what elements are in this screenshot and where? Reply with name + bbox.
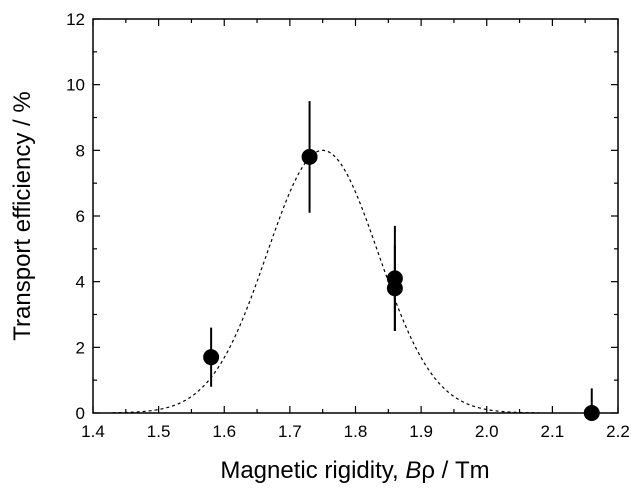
data-point bbox=[203, 349, 220, 366]
x-tick-label: 1.4 bbox=[81, 422, 105, 441]
x-tick-label: 2.2 bbox=[606, 422, 630, 441]
y-tick-label: 12 bbox=[66, 10, 85, 29]
x-tick-label: 1.7 bbox=[278, 422, 302, 441]
x-tick-labels: 1.4 1.5 1.6 1.7 1.8 1.9 2.0 2.1 2.2 bbox=[81, 422, 630, 441]
data-point bbox=[301, 148, 318, 165]
x-tick-label: 2.1 bbox=[541, 422, 565, 441]
y-tick-label: 2 bbox=[76, 338, 85, 357]
x-tick-label: 1.5 bbox=[147, 422, 171, 441]
plot-frame bbox=[92, 18, 619, 414]
error-bars bbox=[210, 101, 593, 413]
data-points bbox=[203, 148, 600, 421]
y-tick-label: 8 bbox=[76, 141, 85, 160]
x-tick-label: 1.8 bbox=[344, 422, 368, 441]
y-tick-label: 6 bbox=[76, 207, 85, 226]
y-tick-label: 4 bbox=[76, 273, 85, 292]
x-axis-title: Magnetic rigidity, Bρ / Tm bbox=[220, 457, 489, 484]
fit-curve bbox=[112, 149, 540, 414]
y-tick-label: 10 bbox=[66, 76, 85, 95]
x-tick-label: 1.6 bbox=[212, 422, 236, 441]
data-point bbox=[386, 280, 403, 297]
data-point bbox=[583, 405, 600, 421]
ticks bbox=[92, 18, 619, 414]
x-tick-label: 1.9 bbox=[409, 422, 433, 441]
y-tick-labels: 0 2 4 6 8 10 12 bbox=[66, 10, 85, 423]
y-axis-title: Transport efficiency / % bbox=[9, 91, 36, 340]
x-tick-label: 2.0 bbox=[475, 422, 499, 441]
y-tick-label: 0 bbox=[76, 404, 85, 423]
